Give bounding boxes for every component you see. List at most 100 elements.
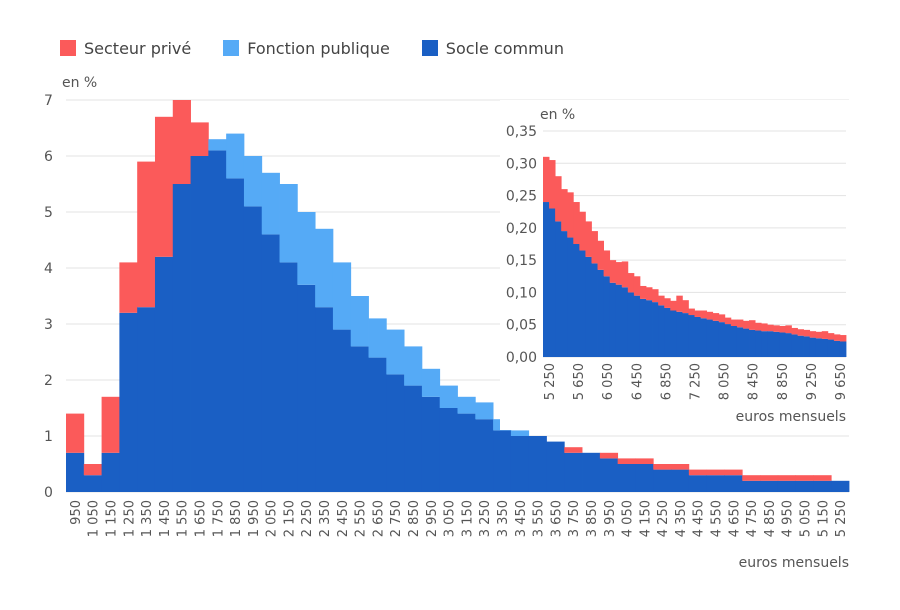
main-bar-segment (66, 452, 85, 492)
main-bar-segment (243, 206, 263, 492)
main-bar-segment (137, 161, 156, 308)
legend-item-fonction-publique[interactable]: Fonction publique (223, 39, 390, 58)
main-bar-segment (653, 464, 672, 470)
legend-item-secteur-prive[interactable]: Secteur privé (60, 39, 191, 58)
inset-bar-segment (767, 324, 774, 332)
inset-bar-segment (718, 322, 726, 357)
main-y-tick-label: 4 (44, 261, 53, 277)
inset-bar-segment (773, 325, 780, 332)
main-bar-segment (386, 329, 405, 375)
inset-bar-segment (658, 305, 665, 357)
main-bar-segment (653, 469, 672, 492)
inset-bar-segment (585, 256, 592, 357)
inset-bar-segment (706, 311, 714, 320)
inset-bar-segment (730, 319, 738, 327)
main-bar-segment (332, 329, 352, 492)
inset-bar-segment (597, 240, 604, 270)
main-x-tick-label: 4 550 (710, 500, 725, 537)
main-bar-segment (66, 413, 85, 453)
main-x-tick-label: 3 850 (585, 500, 600, 537)
main-bar-segment (208, 139, 227, 151)
main-bar-segment (599, 458, 619, 492)
main-chart: 0 1 2 3 4 5 6 7 en % 950 1 050 1 150 1 250 1 350 1 450… (44, 75, 850, 571)
main-bar-segment (226, 178, 245, 492)
inset-bar-segment (676, 311, 683, 357)
main-x-tick-label: 3 150 (460, 500, 475, 537)
main-x-tick-label: 2 650 (371, 500, 386, 537)
main-x-tick-label: 4 650 (727, 500, 742, 537)
inset-bar-segment (809, 331, 817, 338)
inset-bar-segment (700, 310, 708, 319)
inset-bar-segment (755, 322, 762, 331)
main-bar-segment (777, 480, 797, 492)
legend-label-fonction-publique: Fonction publique (247, 38, 390, 58)
legend-swatch-secteur-prive (60, 40, 76, 56)
main-bar-segment (350, 346, 369, 492)
inset-y-tick-label: 0,05 (506, 318, 537, 334)
main-x-tick-label: 2 450 (336, 500, 351, 537)
inset-bar-segment (791, 334, 798, 357)
main-x-tick-label: 2 550 (354, 500, 369, 537)
main-bar-segment (315, 307, 334, 492)
main-x-tick-label: 1 550 (176, 500, 191, 537)
main-bar-segment (154, 116, 174, 257)
inset-bar-segment (603, 250, 611, 277)
inset-bar-segment (773, 331, 780, 357)
main-bar-segment (457, 413, 476, 492)
inset-bar-segment (573, 244, 580, 357)
main-y-tick-label: 3 (44, 317, 53, 333)
main-x-tick-label: 3 250 (478, 500, 493, 537)
main-bar-segment (671, 469, 690, 492)
main-x-tick-label: 1 450 (158, 500, 173, 537)
main-bar-segment (297, 212, 316, 285)
main-bar-segment (404, 346, 423, 386)
main-y-tick-label: 7 (44, 93, 53, 109)
legend-item-socle-commun[interactable]: Socle commun (421, 39, 564, 58)
main-bar-segment (421, 368, 441, 397)
main-bar-segment (760, 475, 779, 481)
main-x-tick-label: 1 150 (104, 500, 119, 537)
main-bar-segment (261, 172, 280, 235)
inset-bar-segment (597, 269, 604, 357)
main-bar-segment (315, 228, 334, 308)
inset-bar-segment (585, 221, 592, 257)
main-bar-segment (475, 402, 494, 420)
inset-bar-segment (561, 231, 568, 357)
main-bar-segment (724, 475, 743, 492)
inset-bar-segment (785, 333, 792, 357)
main-x-tick-label: 1 850 (229, 500, 244, 537)
inset-bar-segment (767, 331, 774, 357)
inset-y-tick-label: 0,00 (506, 350, 537, 366)
inset-bar-segment (639, 285, 647, 299)
inset-bar-segment (742, 320, 750, 329)
main-bar-segment (599, 452, 619, 459)
main-bar-segment (261, 234, 280, 492)
main-bar-segment (582, 452, 601, 492)
main-bar-segment (83, 464, 102, 476)
inset-bar-segment (821, 338, 829, 357)
inset-bar-segment (761, 323, 768, 332)
main-x-tick-label: 3 650 (549, 500, 564, 537)
inset-bar-segment (791, 327, 798, 335)
inset-y-tick-label: 0,15 (506, 253, 537, 269)
main-bar-segment (172, 184, 191, 492)
inset-bar-segment (682, 313, 689, 357)
inset-bar-segment (549, 208, 556, 357)
main-x-tick-label: 4 150 (638, 500, 653, 537)
main-bar-segment (546, 441, 565, 492)
inset-bar-segment (670, 300, 677, 311)
inset-bar-segment (579, 211, 586, 251)
main-bar-segment (101, 396, 120, 453)
main-bar-segment (688, 475, 708, 492)
inset-bar-segment (706, 319, 714, 357)
main-x-tick-label: 3 050 (443, 500, 458, 537)
main-x-tick-label: 3 450 (514, 500, 529, 537)
inset-bar-segment (749, 320, 756, 330)
inset-bar-segment (742, 328, 750, 357)
main-y-tick-label: 5 (44, 205, 53, 221)
main-bar-segment (172, 100, 191, 184)
inset-bar-segment (839, 335, 847, 342)
inset-x-tick-label: 7 250 (689, 363, 704, 400)
main-bar-segment (279, 184, 298, 263)
main-x-tick-label: 950 (69, 500, 84, 525)
